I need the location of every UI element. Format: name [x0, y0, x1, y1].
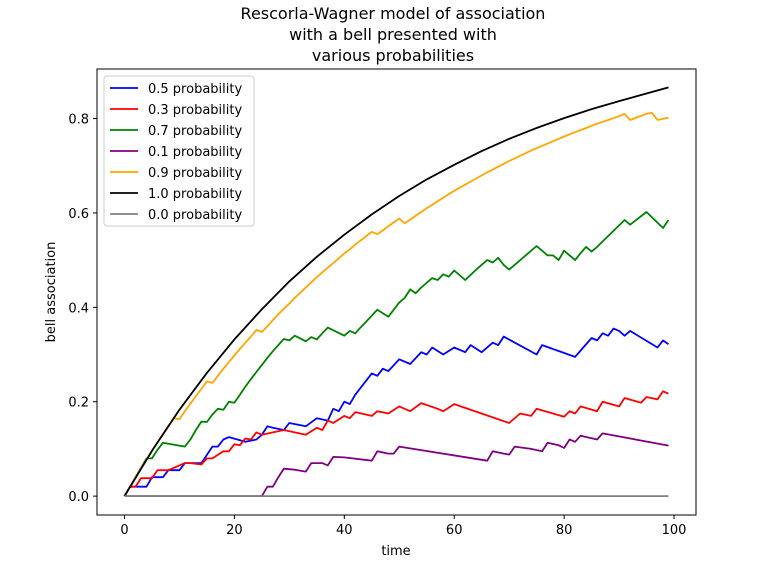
- series-line-0-9-probability: [123, 112, 669, 497]
- series-line-0-1-probability: [124, 432, 669, 497]
- legend-label: 0.9 probability: [148, 166, 242, 181]
- x-tick-label: 0: [120, 523, 128, 538]
- legend-label: 1.0 probability: [148, 187, 242, 202]
- legend-box: [103, 75, 255, 227]
- series-line-1-0-probability: [123, 86, 669, 497]
- x-axis-label: time: [381, 544, 410, 559]
- y-tick-label: 0.0: [68, 490, 89, 505]
- legend-label: 0.5 probability: [148, 82, 242, 97]
- y-tick-label: 0.4: [68, 301, 89, 316]
- series-line-0-3-probability: [123, 390, 669, 497]
- x-tick-label: 20: [226, 523, 243, 538]
- title-line-3: various probabilities: [312, 46, 474, 65]
- x-tick-label: 60: [446, 523, 463, 538]
- title-line-1: Rescorla-Wagner model of association: [241, 4, 546, 23]
- plot-frame: [96, 68, 697, 516]
- series-line-0-7-probability: [123, 211, 670, 497]
- x-tick-label: 100: [662, 523, 687, 538]
- y-axis: 0.0 0.2 0.4 0.6 0.8: [68, 113, 97, 505]
- y-tick-label: 0.8: [68, 113, 89, 128]
- chart-title: Rescorla-Wagner model of association wit…: [241, 4, 546, 65]
- x-tick-label: 80: [556, 523, 573, 538]
- y-tick-label: 0.2: [68, 396, 89, 411]
- legend-label: 0.7 probability: [148, 124, 242, 139]
- x-axis: 0 20 40 60 80 100: [120, 515, 686, 538]
- title-line-2: with a bell presented with: [289, 25, 497, 44]
- legend-label: 0.1 probability: [148, 145, 242, 160]
- y-tick-label: 0.6: [68, 207, 89, 222]
- series-line-0-5-probability: [123, 327, 670, 497]
- legend-label: 0.3 probability: [148, 103, 242, 118]
- series-layer: [123, 86, 670, 497]
- legend-label: 0.0 probability: [148, 208, 242, 223]
- y-axis-label: bell association: [44, 242, 59, 343]
- x-tick-label: 40: [336, 523, 353, 538]
- legend: 0.5 probability 0.3 probability 0.7 probab…: [103, 75, 255, 227]
